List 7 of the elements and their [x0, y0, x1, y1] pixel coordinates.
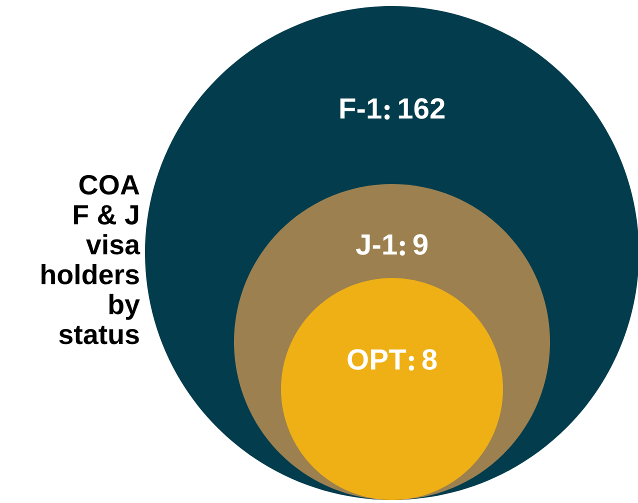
data-label: 9	[413, 234, 428, 255]
category-label: OPT	[348, 349, 406, 370]
data-label: 162	[398, 98, 445, 119]
category-label: J-1	[356, 234, 397, 255]
text: COA F & J visa holders by status	[42, 174, 140, 344]
data-label: 8	[422, 349, 437, 370]
category-label: F-1	[340, 98, 382, 119]
